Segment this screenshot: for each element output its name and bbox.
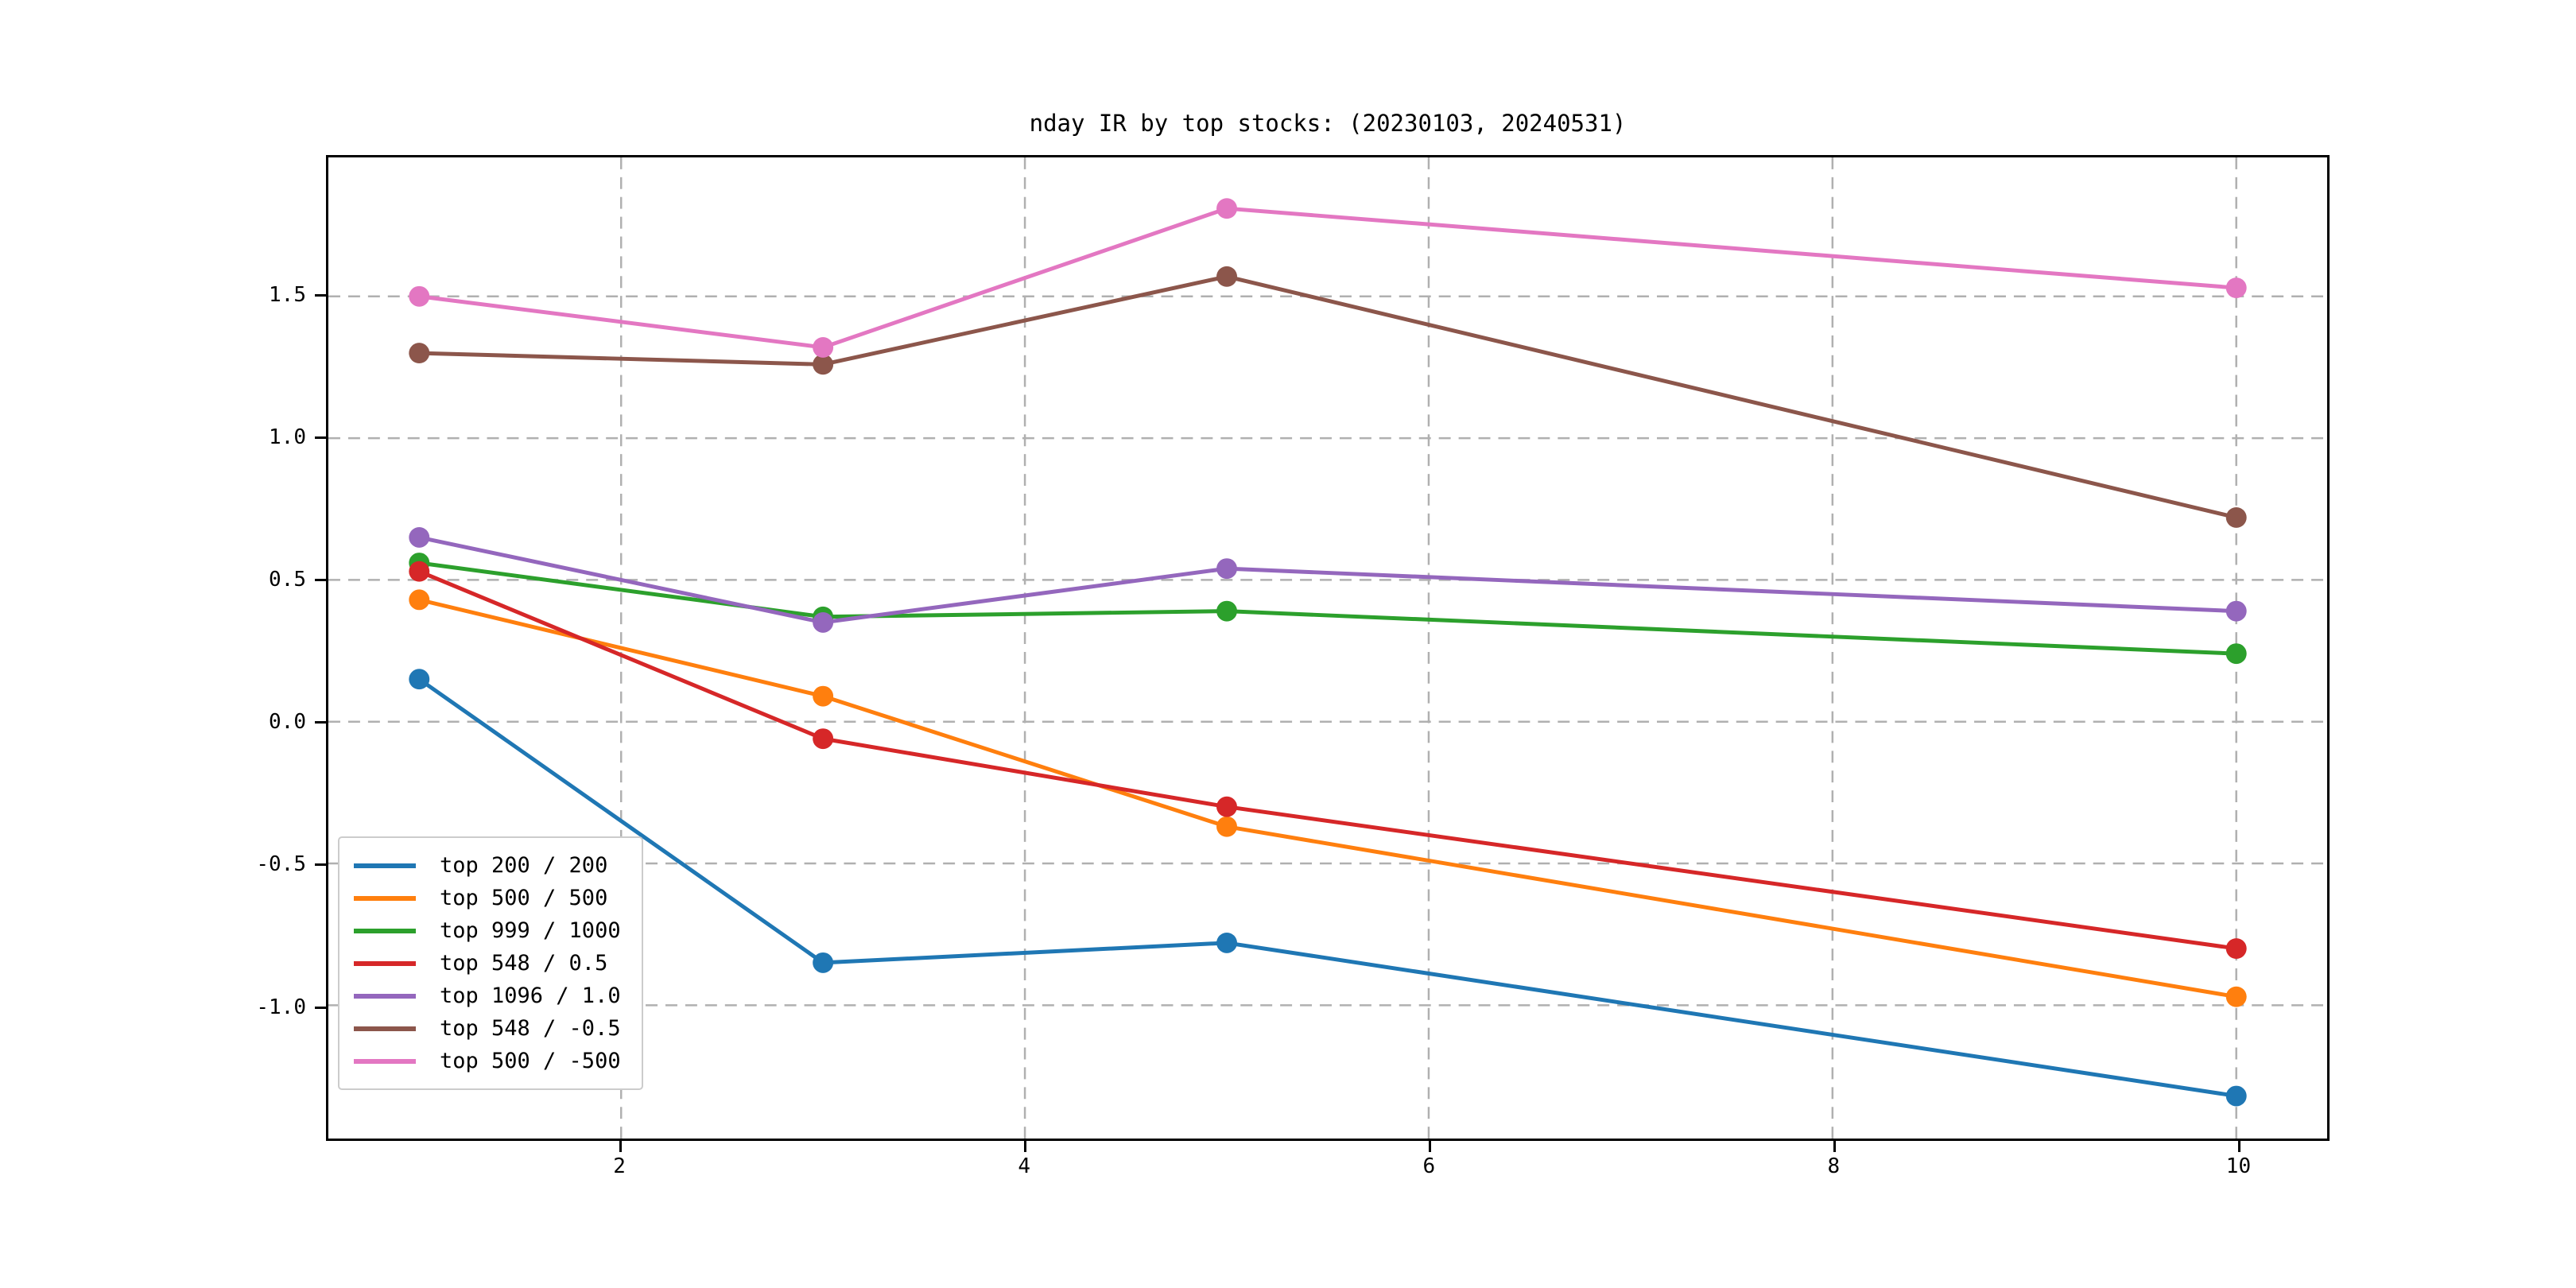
y-tick-mark	[315, 293, 326, 297]
series-line-6	[417, 206, 2239, 350]
legend-label: top 999 / 1000	[440, 918, 621, 943]
data-point-marker	[1216, 932, 1237, 953]
series-line-5	[417, 274, 2239, 520]
legend-label: top 500 / 500	[440, 886, 608, 910]
x-tick-label: 8	[1827, 1154, 1841, 1178]
x-axis-tick-marks	[0, 1141, 2576, 1153]
legend-color-swatch	[354, 928, 416, 933]
data-point-marker	[1216, 558, 1237, 580]
legend-item-6[interactable]: top 500 / -500	[354, 1045, 621, 1077]
chart-title: nday IR by top stocks: (20230103, 202405…	[1029, 110, 1627, 137]
legend-label: top 548 / 0.5	[440, 951, 608, 976]
data-point-marker	[409, 669, 430, 690]
legend-item-1[interactable]: top 500 / 500	[354, 882, 621, 914]
x-tick-mark	[1833, 1141, 1837, 1152]
series-line-1	[417, 597, 2239, 999]
data-point-marker	[813, 952, 834, 973]
plot-area	[326, 155, 2330, 1141]
series-markers	[409, 198, 2247, 1107]
data-point-marker	[813, 685, 834, 707]
legend-label: top 1096 / 1.0	[440, 983, 621, 1008]
data-point-marker	[1216, 796, 1237, 817]
chart-legend[interactable]: top 200 / 200 top 500 / 500 top 999 / 1000…	[338, 836, 643, 1090]
y-tick-mark	[315, 863, 326, 867]
y-tick-label: 1.5	[269, 282, 306, 307]
y-tick-mark	[315, 1006, 326, 1009]
x-axis-tick-labels: 2 4 6 8 10	[0, 1154, 2576, 1194]
data-point-marker	[813, 337, 834, 358]
data-point-marker	[409, 526, 430, 548]
data-point-marker	[409, 589, 430, 611]
data-point-marker	[1216, 198, 1237, 219]
data-point-marker	[813, 611, 834, 633]
series-line-0	[417, 677, 2239, 1098]
x-tick-label: 6	[1422, 1154, 1436, 1178]
series-line-4	[417, 535, 2239, 625]
plot-svg	[328, 157, 2327, 1139]
data-point-marker	[2225, 938, 2247, 959]
x-tick-mark	[1429, 1141, 1432, 1152]
legend-item-5[interactable]: top 548 / -0.5	[354, 1012, 621, 1045]
y-tick-mark	[315, 578, 326, 581]
data-point-marker	[813, 728, 834, 750]
x-tick-label: 4	[1018, 1154, 1030, 1178]
legend-item-4[interactable]: top 1096 / 1.0	[354, 980, 621, 1012]
data-point-marker	[409, 561, 430, 582]
y-tick-mark	[315, 721, 326, 724]
legend-item-0[interactable]: top 200 / 200	[354, 849, 621, 882]
data-point-marker	[1216, 600, 1237, 622]
y-axis-tick-marks	[314, 155, 326, 1141]
data-point-marker	[409, 343, 430, 364]
x-tick-label: 2	[613, 1154, 626, 1178]
data-point-marker	[409, 285, 430, 307]
legend-color-swatch	[354, 863, 416, 868]
y-tick-label: -0.5	[256, 852, 306, 877]
legend-color-swatch	[354, 1026, 416, 1031]
y-tick-label: -1.0	[256, 995, 306, 1019]
x-tick-mark	[619, 1141, 623, 1152]
legend-label: top 500 / -500	[440, 1049, 621, 1073]
data-point-marker	[2225, 600, 2247, 622]
y-tick-label: 0.0	[269, 710, 306, 735]
x-tick-mark	[2238, 1141, 2241, 1152]
legend-item-2[interactable]: top 999 / 1000	[354, 914, 621, 947]
x-tick-label: 10	[2225, 1154, 2252, 1178]
y-axis-tick-labels: 1.5 1.0 0.5 0.0 -0.5 -1.0	[199, 155, 306, 1141]
data-point-marker	[1216, 816, 1237, 837]
legend-item-3[interactable]: top 548 / 0.5	[354, 947, 621, 980]
legend-color-swatch	[354, 993, 416, 999]
data-point-marker	[2225, 507, 2247, 528]
legend-label: top 200 / 200	[440, 853, 608, 878]
data-point-marker	[2225, 643, 2247, 665]
data-point-marker	[2225, 277, 2247, 298]
legend-label: top 548 / -0.5	[440, 1016, 621, 1041]
legend-color-swatch	[354, 1058, 416, 1064]
series-lines	[417, 206, 2239, 1098]
legend-color-swatch	[354, 960, 416, 966]
data-point-marker	[2225, 1085, 2247, 1107]
data-point-marker	[813, 354, 834, 375]
y-tick-label: 1.0	[269, 425, 306, 449]
y-tick-mark	[315, 436, 326, 439]
x-tick-mark	[1024, 1141, 1027, 1152]
series-line-2	[417, 561, 2239, 656]
data-point-marker	[1216, 266, 1237, 287]
y-tick-label: 0.5	[269, 567, 306, 592]
legend-color-swatch	[354, 895, 416, 901]
data-point-marker	[2225, 986, 2247, 1007]
series-line-3	[417, 569, 2239, 951]
